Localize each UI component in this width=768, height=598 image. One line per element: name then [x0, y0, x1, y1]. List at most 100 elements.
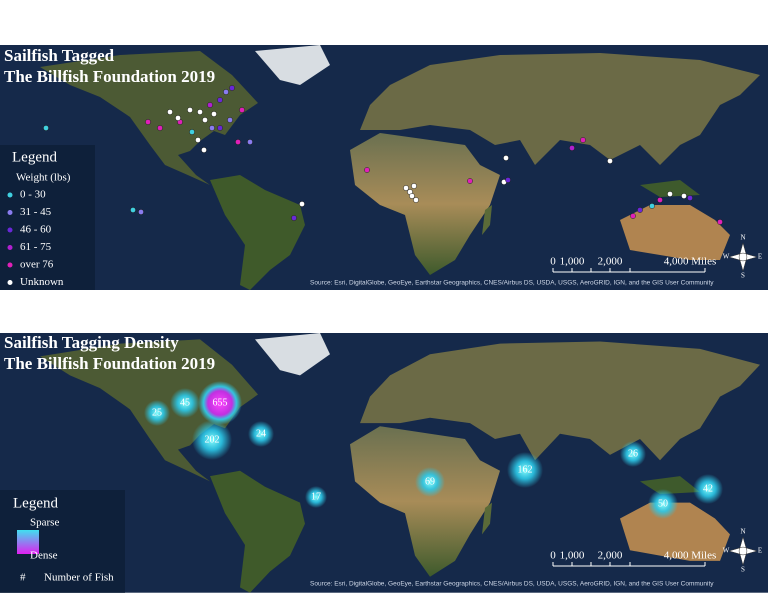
- compass-letter: N: [740, 234, 745, 242]
- tag-point: [503, 155, 509, 161]
- tag-point: [217, 97, 223, 103]
- density-glow: [305, 486, 327, 508]
- attribution: Source: Esri, DigitalGlobe, GeoEye, Eart…: [310, 280, 714, 287]
- tag-point: [175, 115, 181, 121]
- density-glow: [144, 400, 170, 426]
- tag-point: [505, 177, 511, 183]
- scale-label: 1,000: [560, 256, 585, 268]
- compass-letter: N: [740, 528, 745, 536]
- legend-label: 0 - 30: [20, 189, 46, 201]
- legend-title: Legend: [12, 149, 57, 165]
- tag-point: [223, 89, 229, 95]
- compass-letter: E: [758, 253, 762, 261]
- tag-point: [649, 203, 655, 209]
- density-glow: [415, 467, 445, 497]
- tag-point: [145, 119, 151, 125]
- tag-point: [637, 207, 643, 213]
- tag-point: [201, 147, 207, 153]
- tag-point: [411, 183, 417, 189]
- tag-point: [657, 197, 663, 203]
- cluster-count: 42: [703, 483, 713, 494]
- tag-point: [413, 197, 419, 203]
- legend-swatch: [7, 262, 13, 268]
- scale-label: 4,000 Miles: [664, 256, 717, 268]
- scale-label: 0: [550, 550, 556, 562]
- title: Sailfish Tagging Density: [4, 333, 179, 352]
- tag-point: [291, 215, 297, 221]
- tag-point: [195, 137, 201, 143]
- scale-label: 0: [550, 256, 556, 268]
- tag-point: [43, 125, 49, 131]
- tag-point: [235, 139, 241, 145]
- subtitle: The Billfish Foundation 2019: [4, 354, 215, 373]
- density-glow: [170, 388, 200, 418]
- density-glow: [693, 474, 723, 504]
- legend-box: [0, 145, 95, 290]
- legend-swatch: [7, 227, 13, 233]
- legend-title: Legend: [13, 495, 58, 511]
- compass-letter: S: [741, 272, 745, 280]
- legend-hash: #: [20, 572, 26, 584]
- scale-label: 2,000: [598, 256, 623, 268]
- tag-point: [247, 139, 253, 145]
- density-glow: [192, 420, 232, 460]
- tag-point: [717, 219, 723, 225]
- legend-swatch: [7, 192, 13, 198]
- cluster-count: 655: [213, 397, 228, 408]
- tag-point: [217, 125, 223, 131]
- tag-point: [403, 185, 409, 191]
- tag-point: [580, 137, 586, 143]
- cluster-count: 50: [658, 498, 668, 509]
- density-glow: [648, 489, 678, 519]
- tag-point: [130, 207, 136, 213]
- compass: [728, 242, 758, 272]
- legend-swatch: [7, 210, 13, 215]
- tag-point: [667, 191, 673, 197]
- tag-point: [239, 107, 245, 113]
- density-glow: [198, 381, 242, 425]
- compass-letter: W: [723, 253, 730, 261]
- legend-subtitle: Weight (lbs): [16, 172, 71, 184]
- title: Sailfish Tagged: [4, 46, 115, 65]
- subtitle: The Billfish Foundation 2019: [4, 67, 215, 86]
- compass: [728, 536, 758, 566]
- legend-dense: Dense: [30, 550, 58, 562]
- tag-point: [681, 193, 687, 199]
- compass-letter: E: [758, 547, 762, 555]
- tag-point: [207, 102, 213, 108]
- cluster-count: 45: [180, 397, 190, 408]
- tag-point: [630, 213, 636, 219]
- attribution: Source: Esri, DigitalGlobe, GeoEye, Eart…: [310, 581, 714, 588]
- legend-swatch: [7, 245, 13, 250]
- scale-label: 2,000: [598, 550, 623, 562]
- cluster-count: 162: [518, 464, 533, 475]
- tag-point: [209, 125, 215, 131]
- density-glow: [620, 441, 646, 467]
- top-map: Sailfish Tagged The Billfish Foundation …: [0, 45, 768, 290]
- density-glow: [507, 452, 543, 488]
- tag-point: [189, 129, 195, 135]
- legend-gradient: [17, 530, 39, 554]
- tag-point: [211, 111, 217, 117]
- cluster-count: 202: [205, 434, 220, 445]
- cluster-count: 26: [628, 448, 638, 459]
- tag-point: [569, 145, 575, 151]
- density-glow: [248, 421, 274, 447]
- tag-point: [687, 195, 693, 201]
- compass-letter: W: [723, 547, 730, 555]
- tag-point: [229, 85, 235, 91]
- cluster-count: 24: [256, 428, 266, 439]
- legend-label: 46 - 60: [20, 224, 52, 236]
- tag-point: [409, 193, 415, 199]
- tag-point: [607, 158, 613, 164]
- legend-sparse: Sparse: [30, 517, 59, 529]
- cluster-count: 69: [425, 476, 435, 487]
- tag-point: [467, 178, 473, 184]
- cluster-count: 25: [152, 407, 162, 418]
- bottom-map: Sailfish Tagging Density The Billfish Fo…: [0, 333, 768, 593]
- tag-point: [227, 117, 233, 123]
- tag-point: [299, 201, 305, 207]
- tag-point: [187, 107, 193, 113]
- cluster-count: 17: [311, 491, 321, 502]
